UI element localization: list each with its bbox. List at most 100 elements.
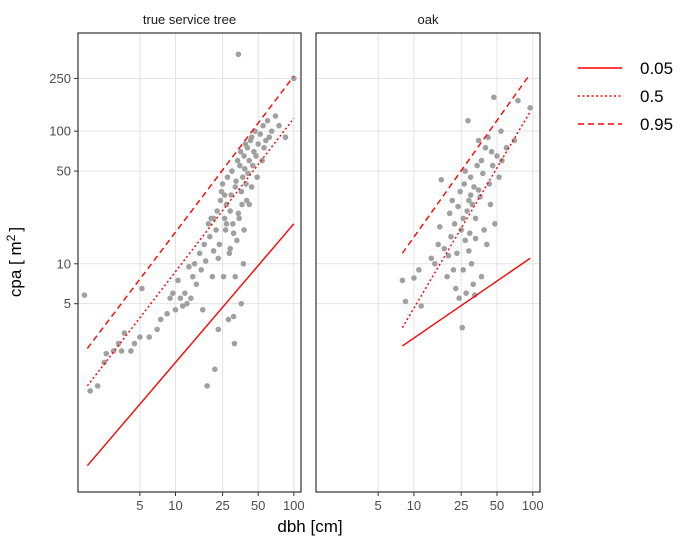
y-axis-title-superscript: 2 xyxy=(4,234,18,241)
data-point xyxy=(238,300,245,307)
data-point xyxy=(411,275,417,281)
x-axis-true-service-tree: 5 10 25 50 100 xyxy=(136,492,305,513)
data-point xyxy=(209,273,216,280)
data-point xyxy=(454,250,460,257)
data-point xyxy=(241,227,247,233)
data-point xyxy=(94,383,101,389)
data-point xyxy=(241,153,247,159)
strip-label-oak: oak xyxy=(418,12,439,27)
data-point xyxy=(193,281,200,288)
data-point xyxy=(496,174,502,180)
y-axis: 5 10 50 100 250 xyxy=(49,71,78,311)
data-point xyxy=(266,134,273,141)
data-point xyxy=(488,148,495,155)
data-point xyxy=(202,258,209,264)
data-point xyxy=(219,181,226,187)
data-point xyxy=(115,340,122,347)
data-point xyxy=(220,273,227,280)
points-true-service-tree xyxy=(81,51,297,394)
data-point xyxy=(215,326,222,333)
data-point xyxy=(191,260,198,267)
data-point xyxy=(184,300,190,307)
y-tick-label: 10 xyxy=(57,256,71,271)
x-tick-label: 50 xyxy=(251,498,265,513)
data-point xyxy=(255,141,261,147)
data-point xyxy=(475,137,482,144)
data-point xyxy=(214,208,220,214)
data-point xyxy=(233,178,239,184)
data-point xyxy=(128,348,134,354)
data-point xyxy=(452,285,459,292)
data-point xyxy=(87,388,93,394)
data-point xyxy=(467,192,474,198)
data-point xyxy=(249,162,256,169)
data-point xyxy=(189,273,196,280)
data-point xyxy=(229,221,236,227)
panel-background-true-service-tree xyxy=(78,33,301,492)
data-point xyxy=(146,334,153,340)
data-point xyxy=(246,157,253,164)
panel-border-true-service-tree xyxy=(77,32,302,493)
data-point xyxy=(170,290,176,296)
data-point xyxy=(231,340,238,347)
x-tick-label: 50 xyxy=(490,498,504,513)
data-point xyxy=(462,168,468,174)
data-point xyxy=(455,203,461,210)
data-point xyxy=(213,227,219,233)
data-point xyxy=(261,144,267,151)
data-point xyxy=(449,197,456,204)
data-point xyxy=(464,208,470,214)
quantile-line-0-05 xyxy=(86,223,295,467)
legend-label-0-5: 0.5 xyxy=(640,87,664,106)
data-point xyxy=(257,131,264,137)
data-point xyxy=(227,245,234,252)
data-point xyxy=(237,148,244,155)
y-axis-title-main: cpa [ m xyxy=(6,241,25,297)
data-point xyxy=(121,330,128,336)
x-axis-oak: 5 10 25 50 100 xyxy=(375,492,544,513)
x-tick-label: 10 xyxy=(168,498,182,513)
data-point xyxy=(428,255,435,262)
data-point xyxy=(251,148,257,155)
data-point xyxy=(230,313,237,320)
data-point xyxy=(215,255,222,262)
data-point xyxy=(237,162,243,169)
data-point xyxy=(235,210,242,217)
y-axis-title-close: ] xyxy=(6,227,25,232)
quantile-line-0-95 xyxy=(86,75,295,349)
panel-oak: oak xyxy=(315,6,541,493)
data-point xyxy=(222,227,229,233)
data-point xyxy=(139,285,145,292)
data-point xyxy=(458,227,465,233)
data-point xyxy=(460,215,467,222)
data-point xyxy=(217,197,224,204)
data-point xyxy=(201,241,208,248)
data-point xyxy=(472,235,479,242)
data-point xyxy=(210,248,217,254)
data-point xyxy=(272,113,279,119)
data-point xyxy=(244,144,251,151)
x-tick-label: 100 xyxy=(283,498,305,513)
data-point xyxy=(199,306,206,313)
data-point xyxy=(179,303,186,309)
data-point xyxy=(175,277,181,284)
data-point xyxy=(230,230,237,237)
y-tick-label: 250 xyxy=(49,71,71,86)
data-point xyxy=(240,260,247,267)
data-point xyxy=(432,260,438,267)
data-point xyxy=(438,176,445,183)
quantile-lines-oak xyxy=(401,73,531,347)
data-point xyxy=(137,334,143,340)
data-point xyxy=(260,122,266,129)
data-point xyxy=(462,237,468,244)
data-point xyxy=(466,197,472,204)
legend-label-0-05: 0.05 xyxy=(640,59,673,78)
data-point xyxy=(241,166,248,172)
data-point xyxy=(232,184,239,190)
x-tick-label: 25 xyxy=(454,498,468,513)
data-point xyxy=(81,292,88,298)
quantile-line-0-95 xyxy=(401,73,531,254)
data-point xyxy=(232,273,239,280)
data-point xyxy=(210,215,217,222)
